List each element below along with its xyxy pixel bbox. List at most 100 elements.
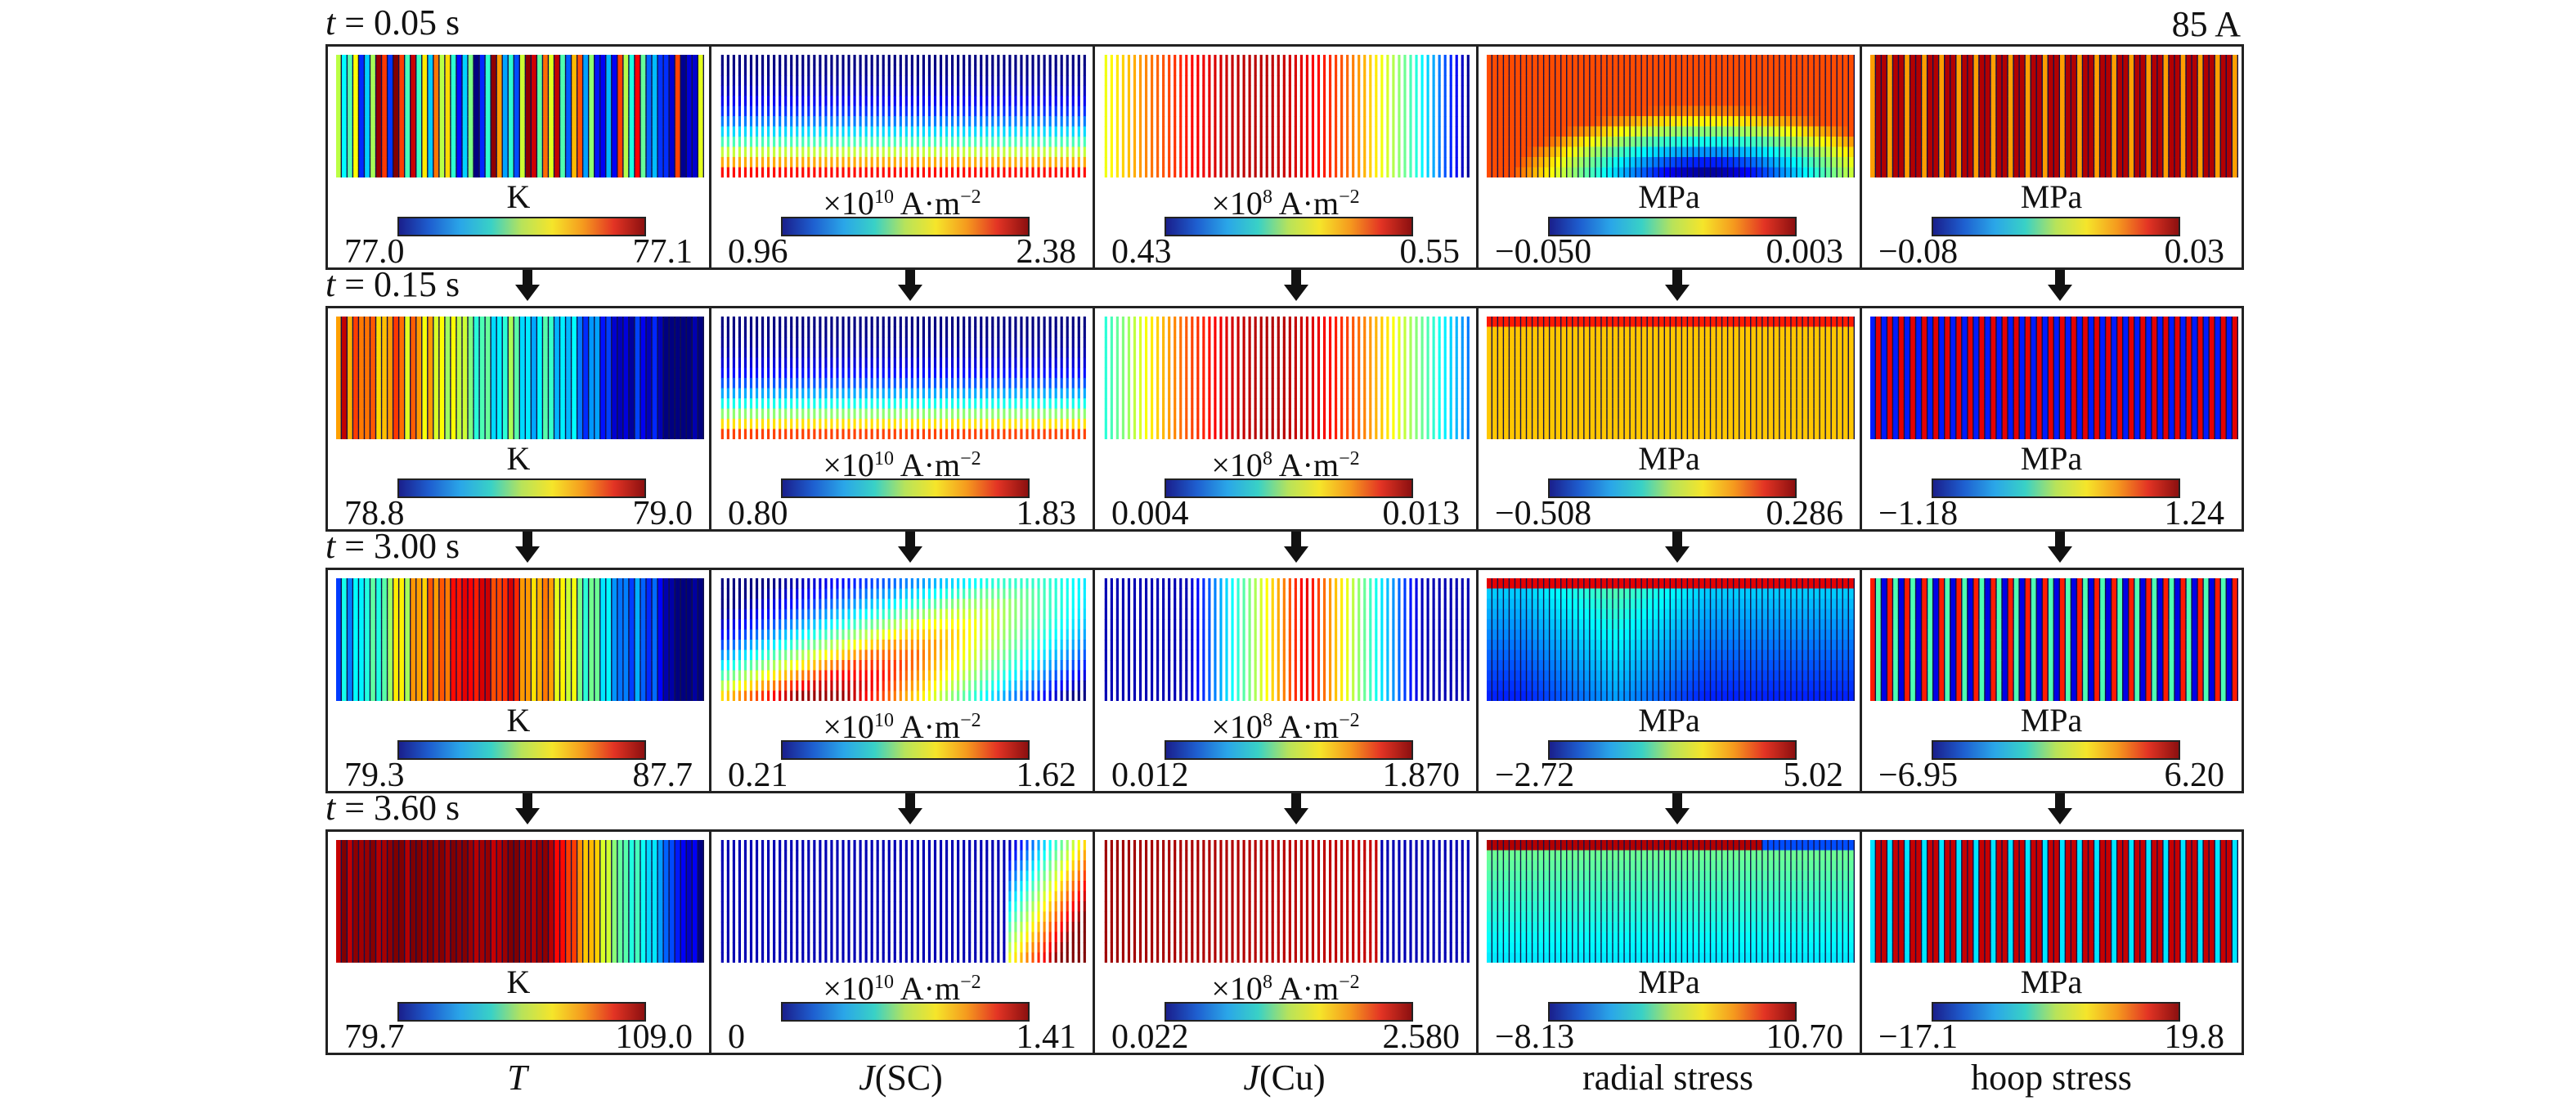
field-stripe (1398, 167, 1401, 177)
field-stripe (612, 337, 617, 348)
field-stripe (1426, 75, 1429, 87)
field-stripe (617, 398, 623, 410)
field-stripe (939, 116, 943, 128)
field-stripe (1699, 96, 1704, 107)
field-stripe (1641, 55, 1647, 66)
field-stripe (933, 106, 937, 117)
field-stripe (583, 367, 588, 379)
field-stripe (2019, 106, 2025, 117)
field-stripe (1785, 75, 1791, 87)
field-stripe (1043, 137, 1046, 148)
field-stripe (1054, 157, 1057, 168)
field-stripe (2002, 137, 2008, 148)
unit-text: MPa (2020, 178, 2083, 215)
field-stripe (428, 347, 433, 358)
field-stripe (646, 116, 652, 128)
field-stripe (1567, 116, 1573, 128)
field-stripe (968, 96, 972, 107)
field-stripe (698, 106, 703, 117)
field-stripe (1658, 106, 1664, 117)
field-stripe (1722, 96, 1727, 107)
field-stripe (749, 337, 753, 348)
field-stripe (686, 85, 692, 97)
field-stripe (1352, 65, 1355, 76)
field-stripe (2209, 65, 2215, 76)
field-stripe (830, 116, 833, 128)
field-stripe (1882, 146, 1887, 158)
field-stripe (502, 398, 508, 410)
field-stripe (904, 116, 908, 128)
field-stripe (1328, 55, 1332, 66)
field-stripe (1196, 157, 1200, 168)
field-stripe (508, 116, 514, 128)
field-stripe (485, 408, 491, 420)
field-stripe (1121, 106, 1125, 117)
field-stripe (1335, 116, 1338, 128)
field-stripe (1037, 116, 1040, 128)
field-stripe (1538, 137, 1543, 148)
field-stripe (796, 326, 799, 338)
field-stripe (1734, 157, 1739, 168)
field-stripe (520, 55, 525, 66)
field-stripe (732, 317, 735, 328)
field-stripe (1179, 116, 1183, 128)
field-stripe (336, 408, 341, 420)
field-stripe (1196, 85, 1200, 97)
field-stripe (779, 367, 782, 379)
field-stripe (433, 126, 439, 137)
colorbar (397, 478, 646, 498)
field-stripe (1768, 157, 1774, 168)
field-stripe (1641, 106, 1647, 117)
field-stripe (1882, 137, 1887, 148)
field-stripe (1014, 157, 1017, 168)
field-stripe (675, 96, 680, 107)
field-stripe (623, 167, 629, 177)
field-stripe (790, 126, 793, 137)
field-stripe (1277, 116, 1280, 128)
field-stripe (1335, 85, 1338, 97)
field-stripe (342, 75, 347, 87)
field-stripe (1694, 146, 1699, 158)
field-stripe (572, 126, 577, 137)
field-stripe (1438, 106, 1441, 117)
field-stripe (663, 85, 669, 97)
field-stripe (393, 55, 398, 66)
field-stripe (773, 388, 776, 399)
field-stripe (1728, 137, 1733, 148)
field-stripe (1950, 126, 1956, 137)
field-stripe (738, 429, 742, 439)
field-stripe (1358, 146, 1361, 158)
field-stripe (359, 146, 364, 158)
field-stripe (2226, 65, 2232, 76)
field-stripe (773, 398, 776, 410)
field-stripe (773, 378, 776, 389)
field-stripe (2094, 65, 2099, 76)
field-stripe (675, 116, 680, 128)
field-stripe (1842, 96, 1848, 107)
field-stripe (1443, 157, 1447, 168)
field-stripe (1590, 116, 1595, 128)
field-stripe (1515, 65, 1520, 76)
field-stripe (1225, 146, 1228, 158)
field-stripe (2094, 167, 2099, 177)
field-stripe (813, 96, 816, 107)
field-stripe (755, 357, 759, 369)
field-stripe (2174, 146, 2180, 158)
field-stripe (353, 55, 358, 66)
field-stripe (422, 167, 428, 177)
field-stripe (1722, 116, 1727, 128)
field-stripe (393, 388, 398, 399)
field-stripe (1933, 126, 1938, 137)
field-stripe (726, 96, 729, 107)
field-stripe (2100, 126, 2105, 137)
field-stripe (669, 378, 675, 389)
field-stripe (606, 85, 612, 97)
field-stripe (411, 157, 416, 168)
field-stripe (1426, 146, 1429, 158)
field-stripe (1538, 106, 1543, 117)
field-stripe (405, 96, 411, 107)
field-stripe (583, 317, 588, 328)
field-stripe (1711, 157, 1716, 168)
field-stripe (388, 55, 393, 66)
field-stripe (807, 146, 810, 158)
